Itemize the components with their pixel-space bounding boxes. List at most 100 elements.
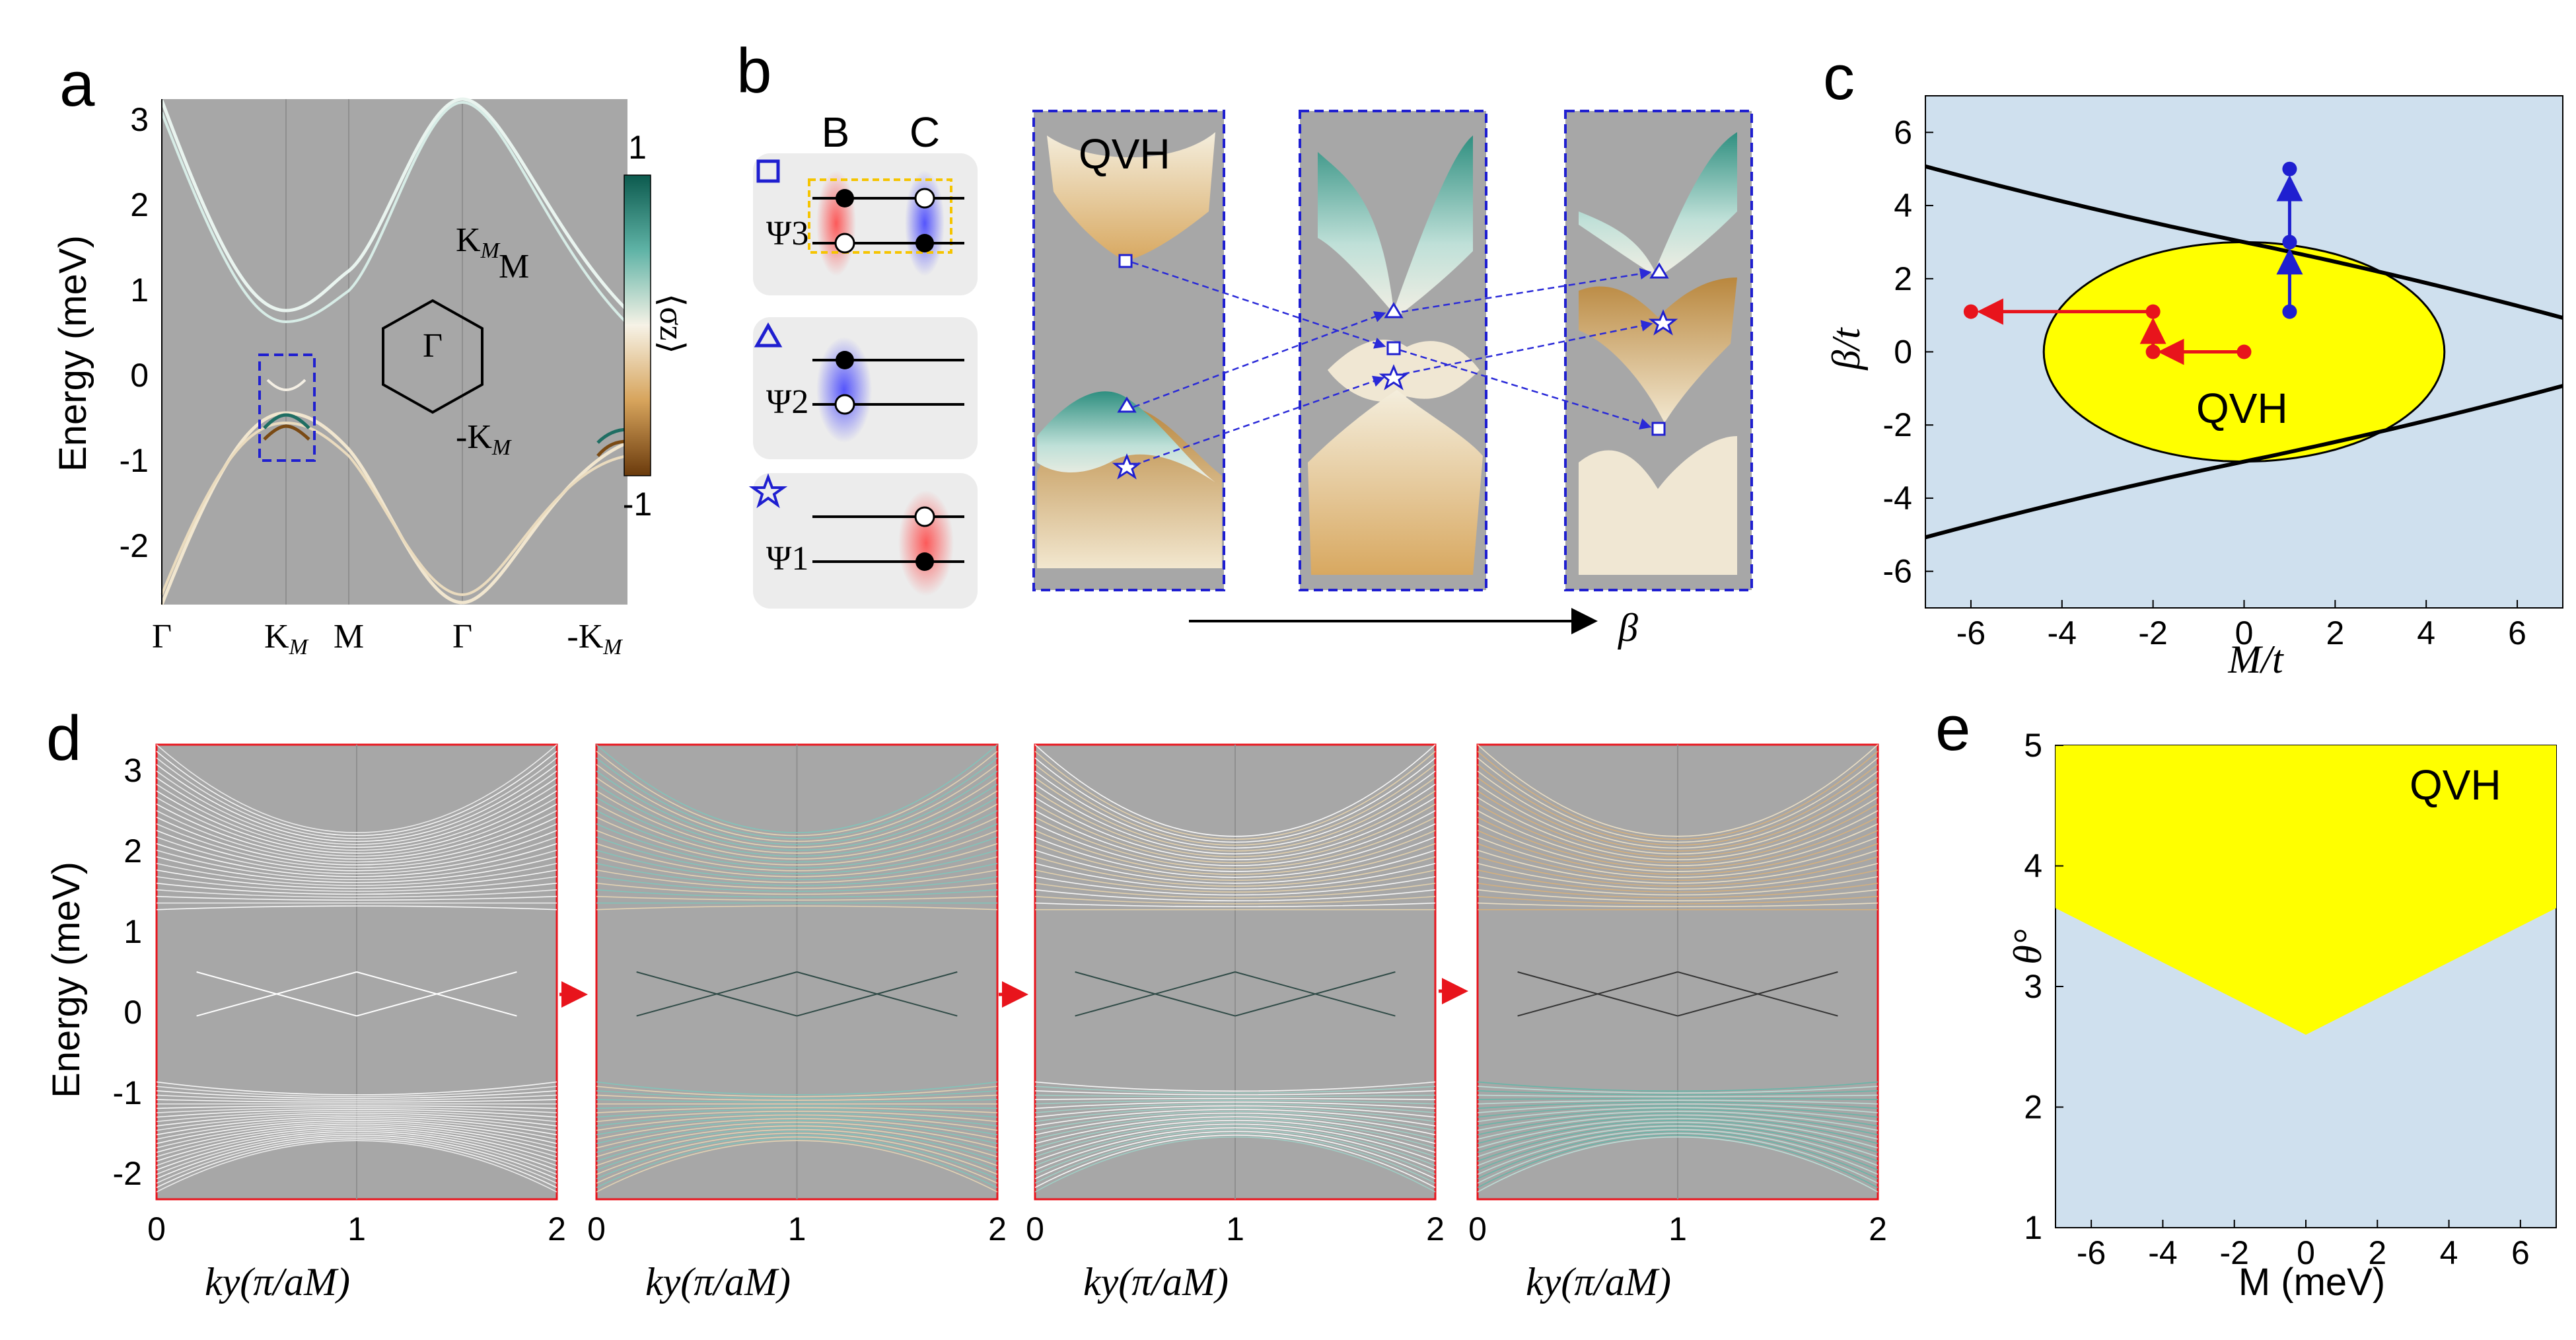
conduction-subband: [156, 817, 557, 866]
conduction-subband: [156, 889, 557, 898]
upper-surface: [1579, 132, 1737, 278]
valence-subband: [1034, 1099, 1436, 1105]
y-tick: 1: [124, 913, 142, 950]
valence-subband: [596, 1131, 998, 1171]
valence-subband: [1477, 1129, 1878, 1175]
band-surface-panel-3: [1564, 110, 1753, 591]
square-marker-icon: [1118, 254, 1133, 268]
valence-subband: [156, 1099, 557, 1103]
bz-label-minus-k: -KM: [456, 418, 512, 460]
valence-subband: [596, 1107, 998, 1113]
x-tick: 2: [2326, 614, 2344, 651]
x-tick: M: [334, 618, 364, 655]
empty-site: [834, 233, 855, 254]
conduction-subband: [596, 803, 998, 860]
valence-subband: [156, 1131, 557, 1171]
conduction-subband: [1034, 784, 1436, 854]
y-tick: -1: [113, 1074, 142, 1111]
panel-a: a KM M Γ -KM 3 2 1 0 -1 -2 En: [52, 49, 690, 659]
conduction-subband: [596, 810, 998, 863]
conduction-subband: [1477, 817, 1878, 870]
valence-subband: [596, 1123, 998, 1153]
conduction-subband: [1034, 764, 1436, 846]
conduction-subband: [156, 837, 557, 875]
valence-subband: [596, 1109, 998, 1118]
conduction-subband: [1477, 810, 1878, 866]
y-tick: -4: [1883, 480, 1912, 517]
phase-boundary-lower: [1925, 384, 2563, 540]
x-tick: 4: [2440, 1234, 2458, 1271]
conduction-subband: [156, 895, 557, 901]
conduction-subband: [596, 905, 998, 911]
band-surface-panel-2: [1299, 110, 1487, 591]
connector-star-1: [1133, 375, 1385, 466]
valence-subband: [1477, 1133, 1878, 1184]
panel-e-plot: -6 -4 -2 0 2 4 6 5 4 3 2 1: [2024, 727, 2557, 1271]
conduction-subband: [156, 797, 557, 857]
red-path-point: [2145, 344, 2161, 359]
x-tick: -2: [2219, 1234, 2248, 1271]
conduction-subband: [1477, 850, 1878, 884]
conduction-subband: [1477, 757, 1878, 843]
valence-subband: [596, 1119, 998, 1144]
conduction-subband: [596, 823, 998, 869]
conduction-subband: [1034, 875, 1436, 896]
middle-surface: [1328, 340, 1480, 402]
panel-a-label: a: [59, 49, 95, 120]
x-tick: 2: [1869, 1210, 1887, 1247]
valence-subband: [156, 1105, 557, 1109]
empty-site: [914, 506, 935, 527]
filled-site: [915, 234, 934, 252]
valence-subband: [596, 1129, 998, 1166]
y-tick: 0: [124, 994, 142, 1031]
qvh-label-e: QVH: [2410, 761, 2501, 809]
conduction-subband: [1477, 770, 1878, 849]
valence-subband: [1034, 1133, 1436, 1184]
x-tick: 2: [1426, 1210, 1445, 1247]
conduction-subband: [1034, 856, 1436, 887]
conduction-subband: [596, 830, 998, 872]
middle-surface: [1579, 278, 1737, 423]
y-tick: 2: [1894, 260, 1912, 297]
state-card-psi2: Ψ2: [753, 317, 978, 459]
conduction-subband: [156, 757, 557, 839]
x-tick: 2: [548, 1210, 566, 1247]
conduction-subband: [156, 777, 557, 848]
triangle-marker-icon: [1117, 396, 1137, 413]
colorbar-label: ⟨σz⟩: [653, 293, 690, 354]
panel-e-xlabel: M (meV): [2238, 1261, 2385, 1304]
qvh-label-c: QVH: [2196, 385, 2288, 432]
panel-d-xlabel: ky(π/aM): [645, 1260, 791, 1304]
filled-site: [836, 189, 854, 207]
x-tick: -6: [2077, 1234, 2106, 1271]
y-tick: 4: [2024, 848, 2042, 885]
blue-glow: [905, 170, 945, 276]
conduction-subband: [1034, 757, 1436, 843]
y-tick: 3: [130, 101, 149, 138]
conduction-subband: [1477, 790, 1878, 858]
conduction-subband: [1034, 889, 1436, 902]
valence-subband: [596, 1112, 998, 1127]
valence-subband: [1477, 1109, 1878, 1127]
valence-subband: [1034, 1103, 1436, 1113]
sublattice-c-label: C: [910, 108, 940, 156]
y-tick: 5: [2024, 727, 2042, 764]
edge-state: [1075, 971, 1236, 1017]
panel-c-plot: -6 -4 -2 0 2 4 6 6 4 2 0 -2 -4 -6: [1883, 95, 2563, 651]
valence-subband: [156, 1123, 557, 1153]
triangle-marker-icon: [1649, 262, 1669, 279]
valence-subband: [1477, 1105, 1878, 1118]
filled-site: [915, 552, 934, 571]
middle-surface: [1037, 391, 1215, 482]
ribbon-subplot-3: 0 1 2: [1026, 743, 1445, 1247]
conduction-subband: [596, 837, 998, 875]
conduction-subband: [596, 744, 998, 833]
red-path-point: [1963, 304, 1978, 319]
edge-state: [797, 971, 958, 1017]
conduction-subband: [156, 790, 557, 854]
connector-triangle-1: [1133, 311, 1386, 408]
y-tick: -2: [113, 1155, 142, 1192]
valence-subband: [596, 1099, 998, 1103]
conduction-subband: [156, 882, 557, 895]
